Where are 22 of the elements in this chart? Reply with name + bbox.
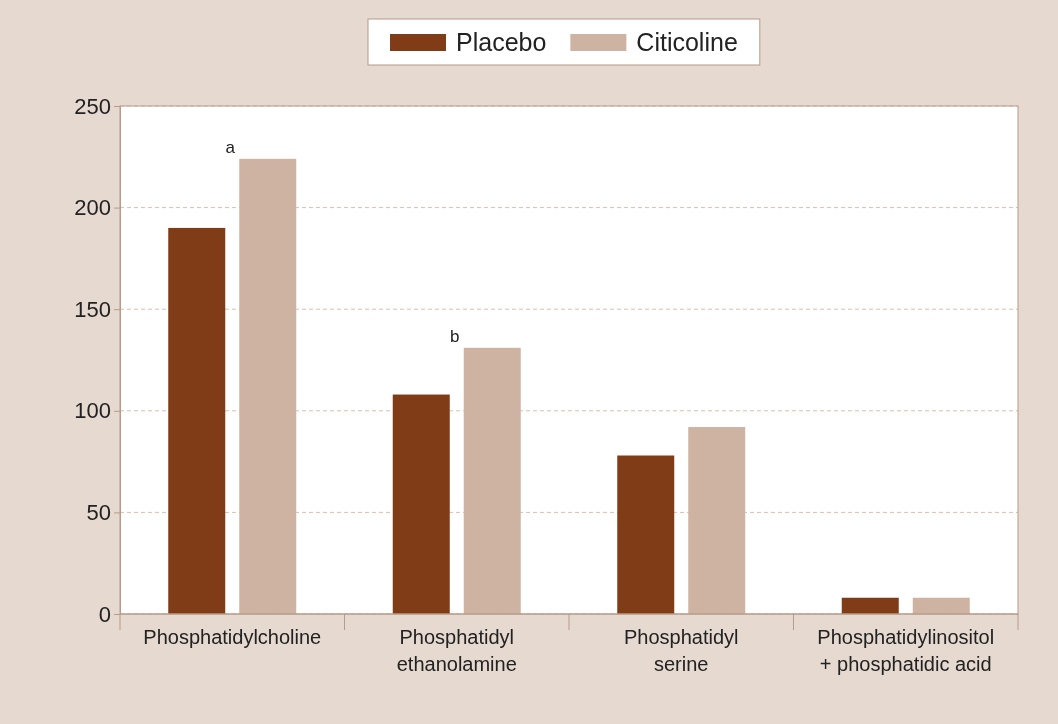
- bar: [912, 597, 970, 614]
- legend-label: Citicoline: [636, 28, 738, 56]
- y-tick-label: 100: [74, 398, 111, 424]
- x-tick-label: Phosphatidyl serine: [623, 626, 739, 675]
- bar: [239, 158, 297, 614]
- bar: [463, 347, 521, 614]
- bar: [392, 394, 450, 614]
- y-tick-label: 150: [74, 296, 111, 322]
- annotation: b: [450, 326, 460, 346]
- y-tick-label: 200: [74, 195, 111, 221]
- annotation: a: [225, 137, 236, 157]
- bar: [688, 427, 746, 614]
- y-tick-label: 250: [74, 93, 111, 119]
- bar: [168, 227, 226, 614]
- x-tick-label: Phosphatidylcholine: [143, 626, 322, 648]
- y-tick-label: 50: [86, 499, 111, 525]
- x-tick-label: Phosphatidylinositol + phosphatidic acid: [817, 626, 995, 675]
- x-tick-label: Phosphatidyl ethanolamine: [396, 626, 517, 675]
- bar: [617, 455, 675, 614]
- y-tick-label: 0: [98, 601, 111, 627]
- bar: [841, 597, 899, 614]
- legend-label: Placebo: [456, 28, 547, 56]
